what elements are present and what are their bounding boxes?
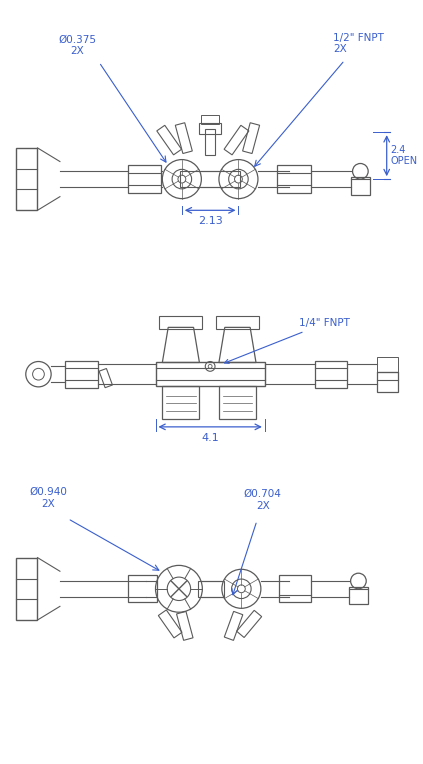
Bar bbox=[201, 115, 219, 125]
Bar bbox=[159, 316, 202, 329]
Text: 1/4" FNPT: 1/4" FNPT bbox=[225, 319, 350, 364]
Bar bbox=[219, 386, 256, 419]
Bar bbox=[198, 581, 224, 597]
Bar bbox=[277, 166, 310, 193]
Bar bbox=[377, 372, 398, 392]
Text: 2.4
OPEN: 2.4 OPEN bbox=[390, 145, 418, 167]
Text: Ø0.940
2X: Ø0.940 2X bbox=[29, 487, 67, 509]
Bar bbox=[216, 316, 259, 329]
Bar bbox=[156, 362, 265, 386]
Bar bbox=[316, 361, 347, 388]
Bar bbox=[16, 148, 38, 210]
Bar bbox=[65, 361, 98, 388]
Bar bbox=[199, 122, 221, 134]
Text: 2.13: 2.13 bbox=[198, 216, 222, 226]
Bar bbox=[128, 575, 157, 603]
Bar bbox=[349, 587, 368, 604]
Bar bbox=[128, 166, 161, 193]
Bar bbox=[162, 386, 199, 419]
Bar bbox=[280, 575, 310, 603]
Bar bbox=[180, 171, 240, 187]
Bar bbox=[351, 177, 370, 195]
Text: 1/2" FNPT
2X: 1/2" FNPT 2X bbox=[333, 33, 384, 54]
Text: Ø0.704
2X: Ø0.704 2X bbox=[244, 489, 282, 511]
Text: 4.1: 4.1 bbox=[201, 432, 219, 442]
Bar bbox=[16, 558, 38, 620]
Text: Ø0.375
2X: Ø0.375 2X bbox=[58, 34, 96, 57]
Bar bbox=[377, 357, 398, 372]
